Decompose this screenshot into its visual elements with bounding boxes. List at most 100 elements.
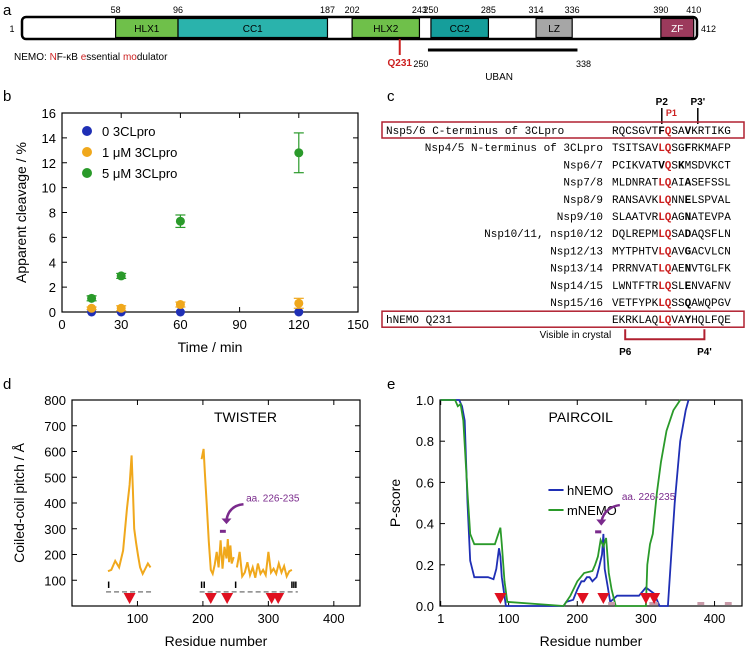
- domain-box: [177, 17, 329, 39]
- sequence-segment: RANSAVK: [612, 195, 659, 207]
- sequence-segment: AV: [671, 246, 685, 258]
- sequence-segment: AI: [671, 178, 684, 190]
- arrowhead-marker: [494, 593, 507, 604]
- p2-label: P2: [656, 97, 669, 108]
- domain-mark: [649, 602, 659, 605]
- sequence-segment: MSDVKCT: [685, 160, 732, 172]
- sequence-segment: RKMAFP: [691, 143, 731, 155]
- sequence-segment: PRRNVAT: [612, 264, 659, 276]
- nemo-caption: NEMO: NF-κB essential modulator: [14, 52, 167, 63]
- sequence-segment: A: [685, 178, 692, 190]
- domain-zf: ZF: [660, 17, 695, 39]
- arrowhead-marker: [597, 593, 610, 604]
- panel-label-a: a: [3, 2, 12, 19]
- y-tick-label: 6: [49, 230, 56, 245]
- sequence-segment: Q: [665, 126, 672, 138]
- y-tick-label: 0.4: [416, 517, 434, 532]
- y-tick-label: 0: [49, 305, 56, 320]
- x-tick-label: 200: [566, 611, 588, 626]
- sequence-segment: MYTPHTV: [612, 246, 659, 258]
- sequence-name: Nsp13/14: [550, 264, 603, 276]
- chart-title: TWISTER: [214, 409, 277, 425]
- sequence-segment: LQ: [658, 315, 672, 327]
- alignment-row: Nsp12/13 MYTPHTV LQ AV G ACVLCN: [550, 246, 731, 258]
- data-point: [294, 298, 304, 308]
- arrowhead-marker: [639, 593, 652, 604]
- series-1: [86, 297, 304, 313]
- domain-label: HLX1: [134, 24, 159, 35]
- series-2: [86, 132, 304, 303]
- residue-tick-label: 285: [481, 5, 496, 15]
- sequence-segment: LQ: [658, 212, 672, 224]
- panel-label-d: d: [3, 376, 12, 393]
- uban-end-label: 338: [576, 59, 591, 69]
- y-tick-label: 800: [44, 393, 66, 408]
- plot-frame: [439, 399, 743, 607]
- y-tick-label: 16: [42, 106, 56, 121]
- x-tick-label: 100: [498, 611, 520, 626]
- uban-start-label: 250: [413, 59, 428, 69]
- sequence-segment: SS: [671, 298, 685, 310]
- sequence-name: Nsp14/15: [550, 281, 603, 293]
- sequence-segment: AG: [671, 212, 684, 224]
- sequence-segment: RQCSGVT: [612, 126, 659, 138]
- sequence-segment: E: [685, 195, 692, 207]
- pitch-line: [235, 551, 293, 580]
- x-tick-label: 100: [127, 611, 149, 626]
- sequence-segment: AQSFLN: [691, 229, 731, 241]
- sequence-segment: DQLREPM: [612, 229, 658, 241]
- residue-tick-label: 187: [320, 5, 335, 15]
- data-point: [175, 300, 185, 310]
- y-tick-label: 300: [44, 522, 66, 537]
- residue-tick-label: 250: [423, 5, 438, 15]
- domain-hlx2: HLX2: [351, 17, 421, 39]
- sequence-segment: K: [678, 160, 685, 172]
- y-axis-label: Apparent cleavage / %: [13, 142, 29, 283]
- sequence-segment: SA: [671, 229, 685, 241]
- sequence-segment: AE: [671, 264, 685, 276]
- p1-label: P1: [666, 108, 677, 118]
- sequence-segment: F: [685, 143, 692, 155]
- y-tick-label: 10: [42, 181, 56, 196]
- nemo-caption-part: dulator: [136, 52, 168, 63]
- residue-tick-label: 336: [565, 5, 580, 15]
- y-tick-label: 700: [44, 419, 66, 434]
- pitch-line: [107, 455, 152, 577]
- y-tick-label: 600: [44, 445, 66, 460]
- legend-label: 5 μM 3CLpro: [102, 166, 177, 181]
- sequence-segment: VTGLFK: [691, 264, 731, 276]
- alignment-row: Nsp10/11, nsp10/12 DQLREPM LQ SA D AQSFLN: [484, 229, 731, 241]
- sequence-segment: S: [671, 160, 678, 172]
- panel-e-chart: 1 100 200 300 400 0.0 0.2 0.4 0.6 0.8 1.0 Residue n…: [387, 393, 743, 649]
- domain-lz: LZ: [535, 17, 573, 39]
- sequence-name: Nsp9/10: [557, 212, 603, 224]
- sequence-segment: AWQPGV: [691, 298, 731, 310]
- arrowhead-marker: [272, 593, 285, 604]
- sequence-segment: V: [658, 160, 665, 172]
- sequence-name: Nsp15/16: [550, 298, 603, 310]
- sequence-segment: VETFYPK: [612, 298, 659, 310]
- uban-label: UBAN: [485, 72, 513, 80]
- arrowhead-marker: [221, 593, 234, 604]
- x-tick-label: 120: [288, 317, 310, 332]
- nemo-caption-part: N: [49, 52, 57, 63]
- alignment-row: Nsp5/6 C-terminus of 3CLpro RQCSGVT F Q SA V K…: [381, 121, 745, 139]
- panel-d-chart: 100 200 300 400 100 200 300 400 500 600 700 800 Resi…: [11, 393, 361, 649]
- sequence-segment: KRTIKG: [691, 126, 731, 138]
- y-axis-label: Coiled-coil pitch / Å: [11, 442, 27, 562]
- pitch-line: [200, 448, 235, 577]
- residue-tick-label: 202: [345, 5, 360, 15]
- y-tick-label: 0.6: [416, 475, 434, 490]
- alignment-row: Nsp15/16 VETFYPK LQ SS Q AWQPGV: [550, 298, 731, 310]
- sequence-name: Nsp12/13: [550, 246, 603, 258]
- panel-label-e: e: [387, 376, 396, 393]
- alignment-row: hNEMO Q231 EKRKLAQ LQ VA Y HQLFQE: [381, 310, 745, 328]
- sequence-segment: LQ: [658, 143, 672, 155]
- x-tick-label: 30: [114, 317, 128, 332]
- data-point: [87, 303, 97, 313]
- p4prime-label: P4': [697, 347, 712, 358]
- x-tick-label: 0: [58, 317, 65, 332]
- data-point: [116, 271, 126, 281]
- sequence-segment: E: [685, 281, 692, 293]
- x-axis-label: Time / min: [178, 339, 243, 355]
